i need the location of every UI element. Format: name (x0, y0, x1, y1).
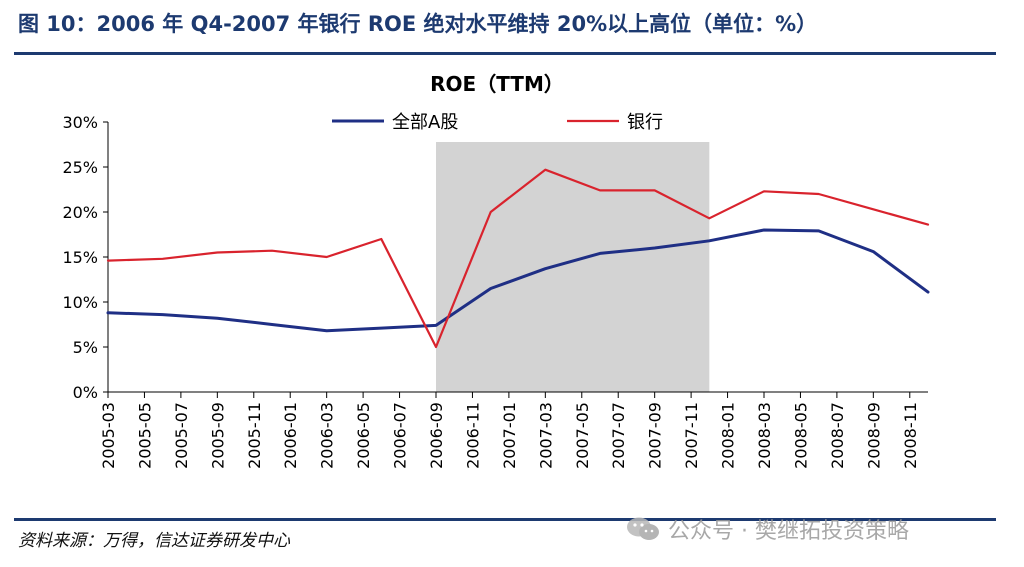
y-tick-label: 5% (73, 338, 98, 357)
x-tick-label: 2007-05 (573, 402, 592, 469)
y-tick-label: 15% (62, 248, 98, 267)
x-tick-label: 2008-05 (791, 402, 810, 469)
chart-title: ROE（TTM） (430, 72, 564, 96)
x-tick-label: 2006-05 (354, 402, 373, 469)
x-tick-label: 2005-05 (135, 402, 154, 469)
x-tick-label: 2007-07 (609, 402, 628, 469)
y-tick-label: 0% (73, 383, 98, 402)
x-tick-label: 2005-09 (208, 402, 227, 469)
x-tick-label: 2005-03 (99, 402, 118, 469)
x-tick-label: 2007-01 (500, 402, 519, 469)
x-tick-label: 2007-09 (646, 402, 665, 469)
legend-label: 全部A股 (392, 112, 458, 133)
x-tick-label: 2006-03 (318, 402, 337, 469)
x-tick-label: 2006-09 (427, 402, 446, 469)
y-tick-label: 30% (62, 113, 98, 132)
axis-layer: 0% 5% 10% 15% 20% 25% 30% 2005-03 2005-05 2005-07… (62, 113, 928, 469)
roe-line-chart: ROE（TTM） 0% 5% 10% 15% 20% 25% 30% 2005-03 2005-… (62, 72, 930, 469)
x-tick-label: 2008-03 (755, 402, 774, 469)
source-note: 资料来源：万得，信达证券研发中心 (18, 531, 290, 551)
series-layer (106, 168, 930, 349)
y-tick-label: 20% (62, 203, 98, 222)
source-rule (14, 518, 996, 521)
x-tick-label: 2005-11 (245, 402, 264, 469)
watermark-text: 公众号 · 樊继拓投资策略 (668, 519, 909, 544)
legend: 全部A股 银行 (332, 112, 663, 133)
shaded-period-layer (436, 142, 710, 392)
x-tick-label: 2005-07 (172, 402, 191, 469)
x-tick-label: 2007-11 (682, 402, 701, 469)
x-tick-label: 2007-03 (536, 402, 555, 469)
series-line-1 (106, 228, 930, 333)
watermark: 公众号 · 樊继拓投资策略 (626, 514, 909, 544)
x-tick-label: 2006-07 (391, 402, 410, 469)
x-tick-label: 2008-07 (828, 402, 847, 469)
x-tick-label: 2006-11 (463, 402, 482, 469)
figure-title: 图 10：2006 年 Q4-2007 年银行 ROE 绝对水平维持 20%以上… (18, 12, 818, 36)
x-tick-label: 2008-09 (864, 402, 883, 469)
shaded-period (436, 142, 710, 392)
y-tick-label: 25% (62, 158, 98, 177)
title-rule (14, 52, 996, 55)
wechat-icon (627, 517, 659, 540)
legend-label: 银行 (627, 112, 663, 133)
x-tick-label: 2006-01 (281, 402, 300, 469)
x-tick-label: 2008-01 (719, 402, 738, 469)
series-line-2 (106, 168, 930, 349)
x-tick-label: 2008-11 (901, 402, 920, 469)
y-tick-label: 10% (62, 293, 98, 312)
